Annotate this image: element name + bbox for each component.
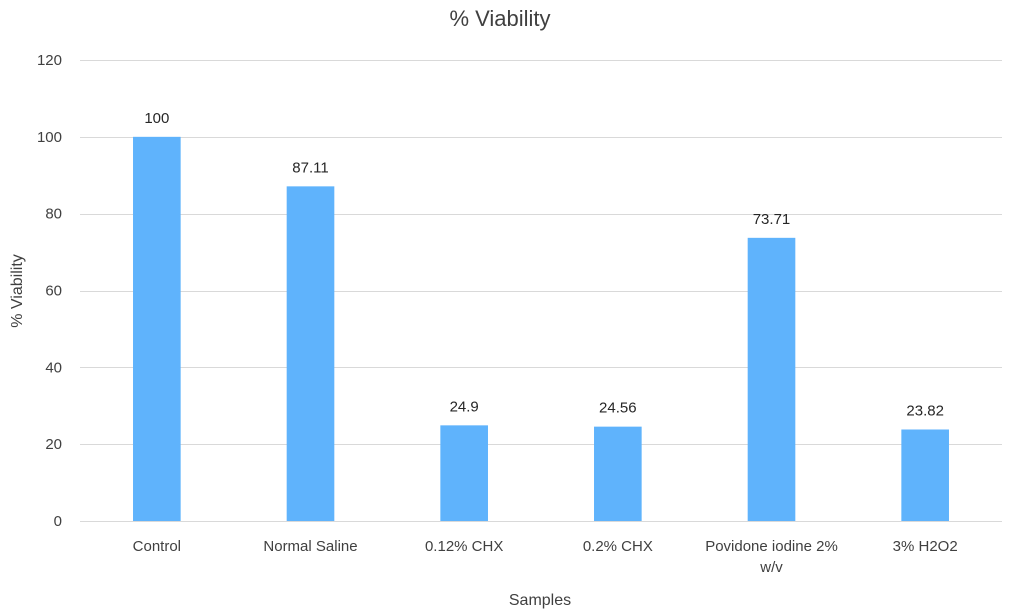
data-label: 100 <box>144 110 169 127</box>
y-tick-label: 120 <box>37 52 62 69</box>
y-tick-label: 100 <box>37 129 62 146</box>
x-tick-label: 0.2% CHX <box>583 538 653 555</box>
x-axis-tick-labels: Control Normal Saline 0.12% CHX 0.2% CHX Pov… <box>133 538 958 576</box>
bar <box>594 426 642 521</box>
data-label: 24.9 <box>450 398 479 415</box>
data-label: 24.56 <box>599 400 637 417</box>
y-tick-label: 60 <box>45 283 62 300</box>
data-labels: 100 87.11 24.9 24.56 73.71 23.82 <box>144 110 944 420</box>
y-tick-label: 0 <box>54 513 62 530</box>
x-axis-title: Samples <box>509 592 571 609</box>
y-axis-tick-labels: 0 20 40 60 80 100 120 <box>37 52 62 530</box>
x-tick-label: 0.12% CHX <box>425 538 503 555</box>
bar <box>747 237 796 521</box>
y-tick-label: 80 <box>45 206 62 223</box>
data-label: 73.71 <box>753 211 791 228</box>
gridlines <box>80 60 1002 522</box>
bar <box>901 429 949 521</box>
bar <box>133 136 181 522</box>
x-tick-label: Normal Saline <box>263 538 357 555</box>
y-axis-title: % Viability <box>9 254 26 328</box>
bar <box>286 186 335 521</box>
y-tick-label: 40 <box>45 359 62 376</box>
data-label: 23.82 <box>906 402 944 419</box>
x-tick-label: Control <box>133 538 181 555</box>
data-label: 87.11 <box>292 159 328 176</box>
chart-title: % Viability <box>449 6 550 31</box>
bar <box>440 425 488 521</box>
x-tick-label: 3% H2O2 <box>893 538 958 555</box>
bars <box>133 136 949 522</box>
x-tick-label: Povidone iodine 2% w/v <box>705 538 838 576</box>
y-tick-label: 20 <box>45 436 62 453</box>
